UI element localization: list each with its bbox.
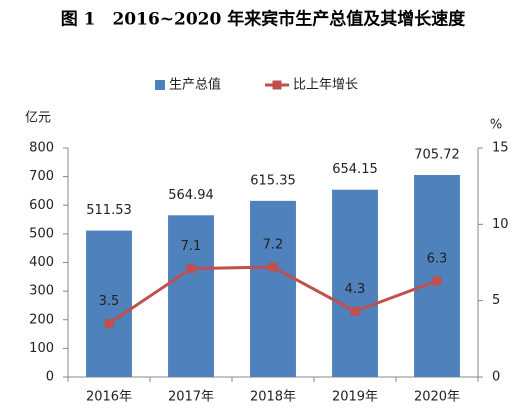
y2-tick-label: 0 (492, 370, 500, 385)
y-tick-label: 200 (29, 312, 54, 327)
y-tick-label: 0 (46, 370, 54, 385)
y2-tick-label: 15 (492, 141, 509, 156)
data-label: 705.72 (414, 147, 460, 162)
y-tick-label: 100 (29, 341, 54, 356)
x-tick-label: 2020年 (414, 390, 460, 405)
y-tick-label: 600 (29, 198, 54, 213)
data-label: 6.3 (427, 251, 448, 266)
data-label: 511.53 (86, 203, 132, 218)
bar (332, 189, 378, 377)
data-label: 564.94 (168, 188, 214, 203)
y2-tick-label: 5 (492, 293, 500, 308)
y-tick-label: 700 (29, 169, 54, 184)
legend-swatch (155, 80, 165, 90)
y-tick-label: 300 (29, 284, 54, 299)
data-label: 3.5 (99, 294, 120, 309)
x-tick-label: 2019年 (332, 390, 378, 405)
y-axis-label: 亿元 (25, 111, 51, 126)
x-tick-label: 2018年 (250, 390, 296, 405)
x-tick-label: 2017年 (168, 390, 214, 405)
y2-axis-label: % (490, 118, 502, 133)
bar (86, 230, 132, 377)
y-tick-label: 500 (29, 226, 54, 241)
line-marker (104, 319, 114, 329)
bar (414, 174, 460, 377)
line-marker (268, 262, 278, 272)
legend-marker (272, 80, 282, 90)
y-tick-label: 400 (29, 255, 54, 270)
data-label: 654.15 (332, 162, 378, 177)
data-label: 615.35 (250, 173, 296, 188)
bar (168, 215, 214, 377)
data-label: 4.3 (345, 282, 366, 297)
line-marker (432, 276, 442, 286)
line-marker (350, 306, 360, 316)
line-marker (186, 264, 196, 274)
data-label: 7.2 (263, 238, 284, 253)
legend-label: 生产总值 (169, 77, 221, 93)
legend-label: 比上年增长 (293, 78, 358, 93)
chart-title: 图 1 2016~2020 年来宾市生产总值及其增长速度 (61, 9, 467, 30)
x-tick-label: 2016年 (86, 390, 132, 405)
data-label: 7.1 (181, 239, 202, 254)
y2-tick-label: 10 (492, 217, 509, 232)
bar (250, 200, 296, 377)
y-tick-label: 800 (29, 141, 54, 156)
